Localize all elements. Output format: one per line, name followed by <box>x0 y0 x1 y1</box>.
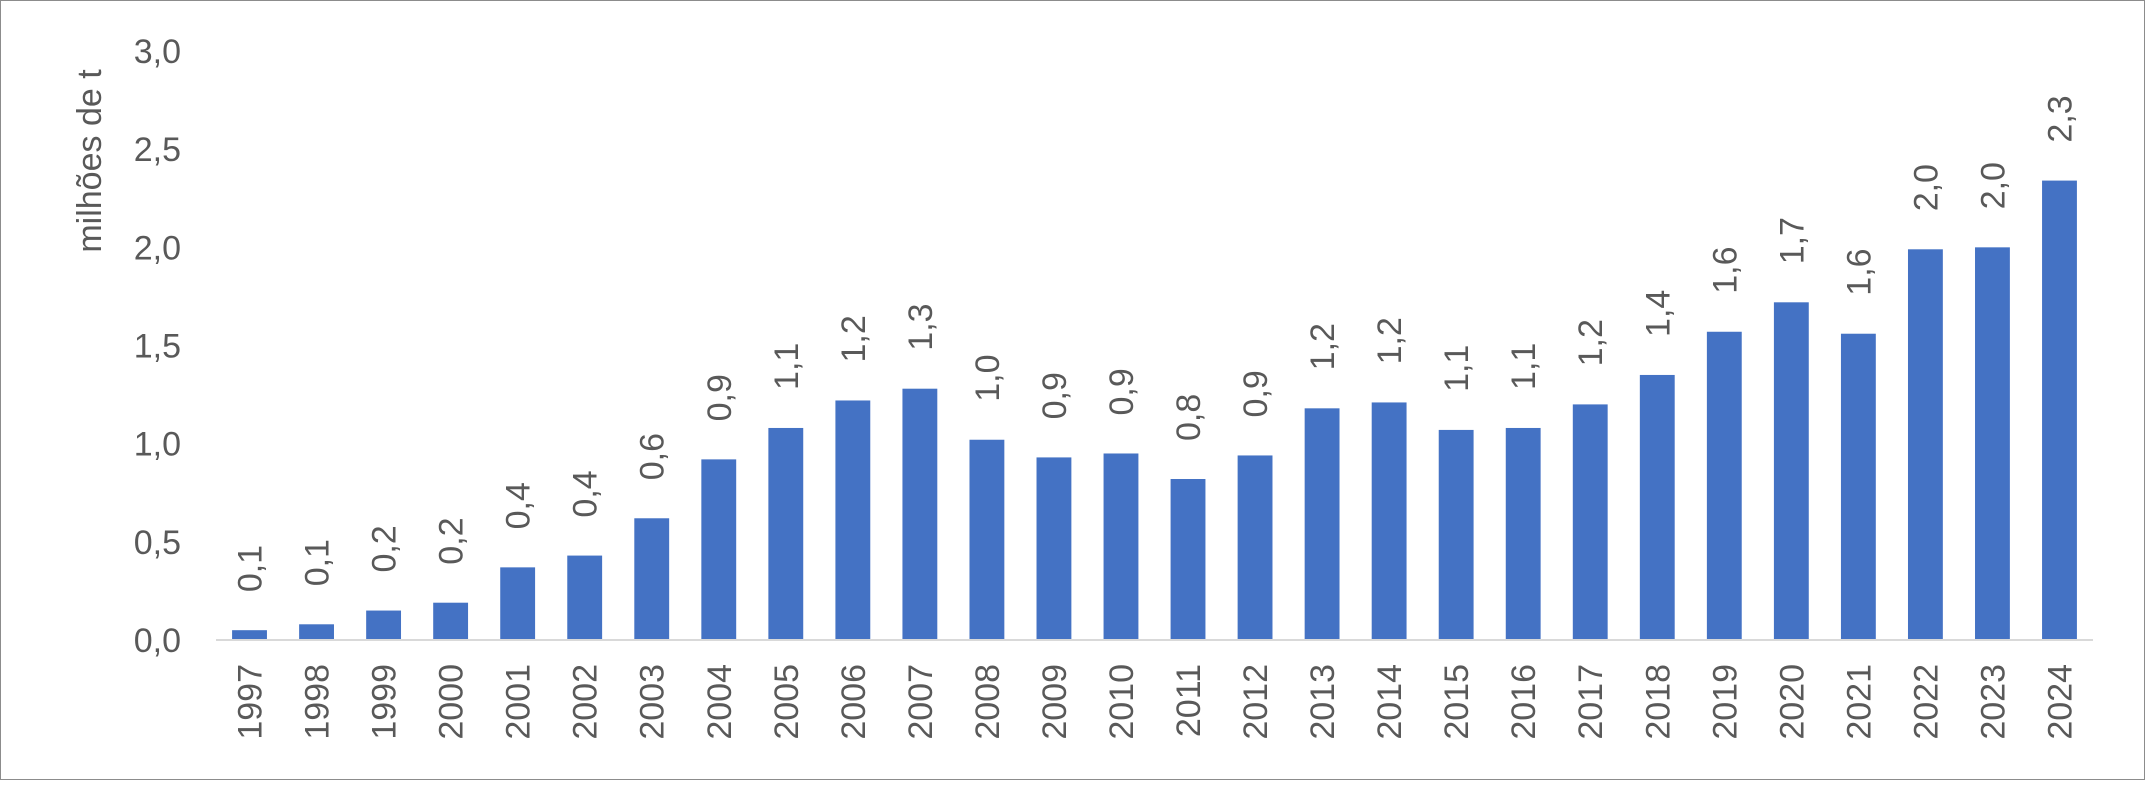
x-tick-label: 2023 <box>1974 664 2012 740</box>
data-label: 0,6 <box>634 433 672 480</box>
y-tick-label: 0,5 <box>134 524 181 562</box>
x-tick-label: 2000 <box>433 664 471 740</box>
x-tick-label: 2005 <box>768 664 806 740</box>
data-label: 1,6 <box>1840 248 1878 295</box>
x-tick-label: 2024 <box>2041 664 2079 740</box>
data-label: 1,2 <box>1572 319 1610 366</box>
x-tick-label: 2006 <box>835 664 873 740</box>
bar <box>1706 331 1742 640</box>
x-tick-label: 2014 <box>1371 664 1409 740</box>
bar <box>1170 479 1206 640</box>
y-axis-title: milhões de t <box>71 69 109 253</box>
bar <box>902 388 938 640</box>
x-tick-label: 2013 <box>1304 664 1342 740</box>
data-label: 0,9 <box>1036 372 1074 419</box>
bar <box>1840 333 1876 640</box>
y-tick-label: 2,5 <box>134 131 181 169</box>
x-tick-label: 2020 <box>1773 664 1811 740</box>
data-label: 1,7 <box>1773 217 1811 264</box>
y-tick-label: 0,0 <box>134 622 181 660</box>
data-label: 1,1 <box>1438 345 1476 392</box>
x-tick-label: 2018 <box>1639 664 1677 740</box>
data-label: 0,4 <box>500 482 538 529</box>
data-label: 1,3 <box>902 303 940 350</box>
bar <box>1572 404 1608 640</box>
data-label: 1,4 <box>1639 290 1677 337</box>
x-tick-label: 2012 <box>1237 664 1275 740</box>
x-tick-label: 2001 <box>500 664 538 740</box>
x-tick-label: 1999 <box>366 664 404 740</box>
x-tick-label: 2011 <box>1170 664 1208 737</box>
x-tick-label: 2009 <box>1036 664 1074 740</box>
data-label: 0,8 <box>1170 394 1208 441</box>
x-tick-label: 1998 <box>299 664 337 740</box>
data-label: 1,2 <box>1304 323 1342 370</box>
bar <box>1304 408 1340 640</box>
bar <box>366 610 402 640</box>
y-axis-ticks: 0,0 0,5 1,0 1,5 2,0 2,5 3,0 <box>134 33 181 660</box>
bar <box>835 400 871 640</box>
y-tick-label: 3,0 <box>134 33 181 71</box>
data-label: 0,9 <box>1103 368 1141 415</box>
x-tick-label: 2003 <box>634 664 672 740</box>
x-tick-label: 2019 <box>1706 664 1744 740</box>
x-tick-label: 2007 <box>902 664 940 740</box>
data-label: 0,4 <box>567 470 605 517</box>
data-label: 0,2 <box>433 517 471 564</box>
data-label: 1,0 <box>969 354 1007 401</box>
data-label: 0,1 <box>299 539 337 586</box>
data-label: 2,0 <box>1907 164 1945 211</box>
bar <box>634 518 670 640</box>
bar <box>1505 427 1541 640</box>
bar <box>701 459 737 640</box>
x-axis-ticks: 1997 1998 1999 2000 2001 2002 2003 2004 2005 2006… <box>232 664 2080 740</box>
y-tick-label: 1,5 <box>134 328 181 366</box>
x-tick-label: 2015 <box>1438 664 1476 740</box>
data-label: 1,6 <box>1706 246 1744 293</box>
data-label: 1,1 <box>768 343 806 390</box>
bar <box>2042 180 2077 640</box>
bar <box>500 567 536 640</box>
y-tick-label: 1,0 <box>134 426 181 464</box>
bar <box>232 630 267 640</box>
x-tick-label: 2002 <box>567 664 605 740</box>
data-label: 1,2 <box>1371 317 1409 364</box>
x-tick-label: 2010 <box>1103 664 1141 740</box>
bar <box>1036 457 1072 640</box>
x-tick-label: 2008 <box>969 664 1007 740</box>
bar <box>1907 249 1943 640</box>
bars-group <box>232 180 2077 641</box>
x-tick-label: 2022 <box>1907 664 1945 740</box>
data-label: 0,9 <box>701 374 739 421</box>
bar <box>1103 453 1139 640</box>
data-label: 2,0 <box>1974 162 2012 209</box>
bar <box>1237 455 1273 640</box>
bar <box>1639 374 1675 640</box>
data-label: 0,9 <box>1237 370 1275 417</box>
x-tick-label: 2021 <box>1840 664 1878 740</box>
bar <box>567 555 603 640</box>
bar <box>299 624 334 640</box>
data-label: 1,2 <box>835 315 873 362</box>
x-tick-label: 2016 <box>1505 664 1543 740</box>
y-tick-label: 2,0 <box>134 229 181 267</box>
data-label: 0,2 <box>366 525 404 572</box>
data-label: 1,1 <box>1505 343 1543 390</box>
bar <box>1773 302 1809 640</box>
bar <box>768 427 804 640</box>
bar <box>433 602 469 640</box>
bar <box>1975 247 2010 641</box>
x-tick-label: 2004 <box>701 664 739 740</box>
x-tick-label: 1997 <box>232 664 270 740</box>
data-label: 2,3 <box>2041 95 2079 142</box>
data-labels-group: 0,1 0,1 0,2 0,2 0,4 0,4 0,6 0,9 1,1 1,2 1,3 1,0 0,9 0… <box>232 95 2080 592</box>
data-label: 0,1 <box>232 545 270 592</box>
bar <box>1438 429 1474 640</box>
bar <box>1371 402 1407 640</box>
x-tick-label: 2017 <box>1572 664 1610 740</box>
bar <box>969 439 1005 640</box>
